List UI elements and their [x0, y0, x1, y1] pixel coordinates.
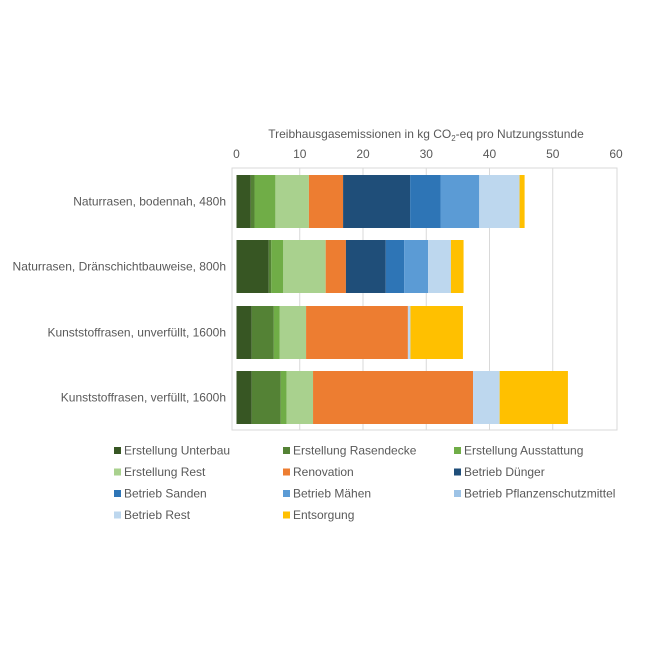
bar-segment [404, 240, 429, 293]
bar-segment [280, 371, 287, 424]
legend-swatch [283, 490, 290, 497]
legend-swatch [114, 447, 121, 454]
bar-segment [479, 175, 480, 228]
legend-label: Betrieb Dünger [464, 465, 545, 479]
bar-segment [251, 371, 281, 424]
legend-swatch [454, 468, 461, 476]
legend-swatch [454, 447, 461, 454]
bar-segment [236, 175, 251, 228]
legend-swatch [283, 511, 290, 519]
x-tick-label: 20 [356, 147, 370, 161]
legend-label: Entsorgung [293, 508, 354, 522]
bar-segment [450, 240, 464, 293]
bar-segment [499, 371, 568, 424]
x-tick-label: 50 [546, 147, 560, 161]
x-tick-label: 40 [483, 147, 497, 161]
legend-label: Erstellung Rest [124, 465, 206, 479]
bar-segment [325, 240, 346, 293]
bar-segment [345, 240, 386, 293]
legend: Erstellung Unterbau Erstellung Rasendecke… [114, 444, 615, 522]
x-tick-label: 30 [420, 147, 434, 161]
bar-segment [308, 175, 344, 228]
bar-segment [236, 371, 252, 424]
bar-segment [286, 371, 314, 424]
legend-label: Erstellung Rasendecke [293, 444, 417, 458]
bar-segment [410, 175, 441, 228]
legend-label: Betrieb Pflanzenschutzmittel [464, 487, 615, 501]
bar-segment [407, 306, 411, 359]
y-category-label: Kunststoffrasen, unverfüllt, 1600h [47, 326, 226, 340]
y-category-labels: Naturrasen, bodennah, 480h Naturrasen, Dr… [13, 195, 226, 405]
legend-swatch [114, 490, 121, 497]
bar-segment [236, 240, 269, 293]
x-tick-labels: 0 10 20 30 40 50 60 [233, 147, 623, 161]
bar-segment [343, 175, 411, 228]
legend-label: Betrieb Mähen [293, 487, 371, 501]
x-tick-label: 0 [233, 147, 240, 161]
bar-segment [250, 175, 255, 228]
bar-segment [428, 240, 451, 293]
plot-area-border [231, 167, 618, 431]
bar-segment [273, 306, 280, 359]
bar-segment [254, 175, 276, 228]
legend-label: Erstellung Ausstattung [464, 444, 583, 458]
legend-swatch [114, 468, 121, 476]
legend-swatch [114, 511, 121, 519]
bar-segment [251, 306, 274, 359]
bar-segment [268, 240, 272, 293]
bar-segment [236, 306, 252, 359]
y-category-label: Naturrasen, Dränschichtbauweise, 800h [13, 260, 226, 274]
bar-segment [519, 175, 525, 228]
bars [236, 175, 568, 424]
bar-segment [271, 240, 284, 293]
bar-segment [410, 306, 463, 359]
bar-segment [385, 240, 405, 293]
bar-segment [306, 306, 408, 359]
legend-label: Renovation [293, 465, 354, 479]
x-tick-label: 60 [609, 147, 623, 161]
bar-segment [440, 175, 480, 228]
bar-segment [479, 175, 520, 228]
bar-segment [313, 371, 474, 424]
bar-segment [283, 240, 326, 293]
bar-segment [279, 306, 307, 359]
chart-title: Treibhausgasemissionen in kg CO2-eq pro … [268, 127, 584, 143]
y-category-label: Naturrasen, bodennah, 480h [73, 195, 226, 209]
legend-label: Erstellung Unterbau [124, 444, 230, 458]
legend-swatch [283, 468, 290, 476]
legend-label: Betrieb Rest [124, 508, 191, 522]
y-category-label: Kunststoffrasen, verfüllt, 1600h [61, 391, 226, 405]
x-tick-label: 10 [293, 147, 307, 161]
legend-label: Betrieb Sanden [124, 487, 207, 501]
bar-segment [473, 371, 500, 424]
legend-swatch [283, 447, 290, 454]
legend-swatch [454, 490, 461, 497]
bar-segment [275, 175, 309, 228]
